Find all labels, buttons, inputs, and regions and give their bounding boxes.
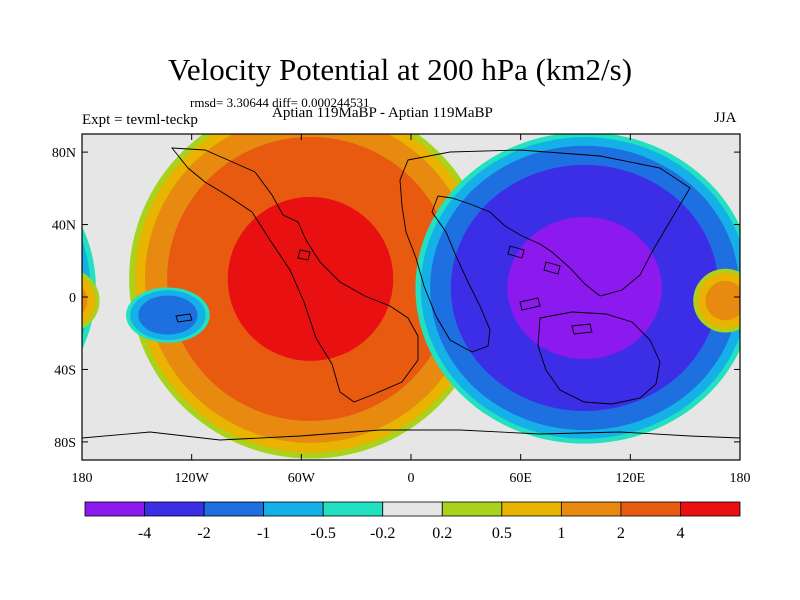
colorbar-swatch xyxy=(203,501,265,517)
coastline-americas xyxy=(171,147,419,403)
colorbar-swatch xyxy=(84,501,145,517)
colorbar-swatch xyxy=(560,501,622,517)
x-tick-label: 180 xyxy=(72,471,93,486)
colorbar-label: 0.5 xyxy=(492,525,512,542)
colorbar-swatch xyxy=(501,501,562,517)
colorbar-label: -1 xyxy=(257,525,270,542)
colorbar-label: -0.5 xyxy=(311,525,336,542)
colorbar-label: 0.2 xyxy=(432,525,452,542)
contour-band-local-negative-east-pacific--1 xyxy=(138,295,198,335)
x-tick-label: 60E xyxy=(509,471,532,486)
season-label: JJA xyxy=(714,110,737,126)
colorbar-swatch xyxy=(441,501,503,517)
experiment-label: Expt = tevml-teckp xyxy=(82,112,198,128)
contour-band-positive-center-west-hemisphere-4 xyxy=(227,196,394,361)
colorbar-label: -2 xyxy=(197,525,210,542)
case-label: Aptian 119MaBP - Aptian 119MaBP xyxy=(272,105,493,121)
coastline-australia xyxy=(537,311,661,405)
colorbar-swatch xyxy=(680,501,741,517)
x-tick-label: 0 xyxy=(408,471,415,486)
colorbar-swatch xyxy=(322,501,384,517)
chart-title: Velocity Potential at 200 hPa (km2/s) xyxy=(167,52,633,87)
colorbar-swatch xyxy=(382,501,443,517)
x-axis: 180 120W 60W 0 60E 120E 180 xyxy=(72,134,751,486)
colorbar-label: 2 xyxy=(617,525,625,542)
colorbar-label: 4 xyxy=(676,525,684,542)
y-tick-label: 80N xyxy=(52,146,76,161)
colorbar-swatch xyxy=(620,501,681,517)
coastline-eurasia-africa xyxy=(399,149,691,353)
colorbar-label: -4 xyxy=(138,525,151,542)
x-tick-label: 60W xyxy=(288,471,316,486)
contour-band-wrap-negative-center-east-hemisphere--0.5 xyxy=(82,240,91,336)
contour-band-local-positive-west-pacific-1 xyxy=(705,280,740,321)
contour-band-wrap-local-positive-west-pacific-1 xyxy=(82,287,88,315)
colorbar-label: 1 xyxy=(557,525,565,542)
x-tick-label: 180 xyxy=(730,471,751,486)
contour-field xyxy=(82,134,740,460)
y-tick-label: 40N xyxy=(52,219,76,234)
coastline-islands xyxy=(175,245,593,335)
contour-band-negative-center-east-hemisphere--4 xyxy=(507,216,662,360)
stats-label: rmsd= 3.30644 diff= 0.000244531 xyxy=(190,95,370,110)
y-tick-label: 0 xyxy=(69,291,76,306)
y-axis: 80N 40N 0 40S 80S xyxy=(52,146,740,451)
x-tick-label: 120W xyxy=(175,471,210,486)
contour-band-wrap-local-positive-west-pacific-0.5 xyxy=(82,276,96,325)
coastline-antarctica xyxy=(82,429,740,441)
colorbar-swatch xyxy=(144,501,205,517)
x-tick-label: 120E xyxy=(616,471,646,486)
colorbar-swatch xyxy=(263,501,324,517)
y-tick-label: 40S xyxy=(54,363,76,378)
colorbar: -4 -2 -1 -0.5 -0.2 0.2 0.5 1 2 4 xyxy=(84,501,741,542)
y-tick-label: 80S xyxy=(54,436,76,451)
colorbar-label: -0.2 xyxy=(370,525,395,542)
coastlines xyxy=(82,147,740,441)
